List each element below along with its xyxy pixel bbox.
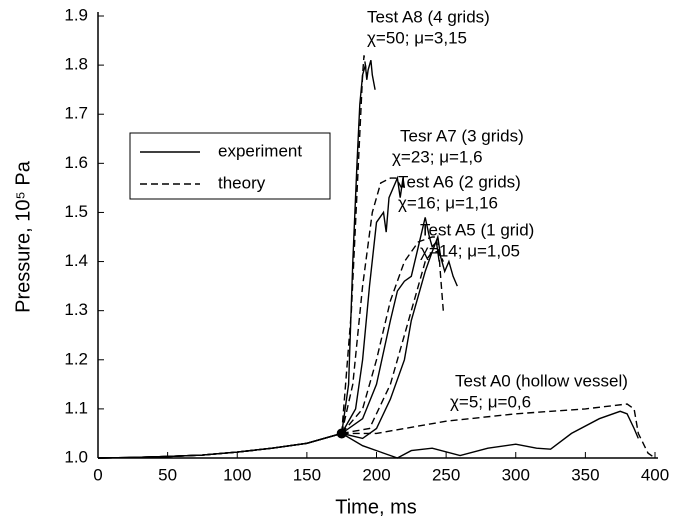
theory-line	[341, 236, 444, 434]
x-tick-label: 0	[93, 465, 102, 484]
y-tick-label: 1.1	[64, 398, 88, 417]
y-tick-label: 1.8	[64, 55, 88, 74]
y-tick-label: 1.3	[64, 300, 88, 319]
theory-line	[341, 55, 368, 434]
annotation-title: Test A8 (4 grids)	[367, 7, 490, 26]
annotation-title: Test A0 (hollow vessel)	[455, 371, 628, 390]
y-tick-label: 1.4	[64, 251, 88, 270]
x-tick-label: 250	[432, 465, 460, 484]
annotation-title: Test A6 (2 grids)	[398, 172, 521, 191]
x-tick-label: 50	[158, 465, 177, 484]
theory-line	[341, 403, 656, 459]
experiment-line	[97, 217, 440, 459]
annotation-params: χ=14; μ=1,05	[420, 241, 520, 260]
y-tick-label: 1.6	[64, 153, 88, 172]
legend-label: theory	[218, 173, 266, 192]
annotation-title: Tesr A7 (3 grids)	[400, 126, 524, 145]
y-tick-label: 1.9	[64, 5, 88, 24]
x-tick-label: 200	[362, 465, 390, 484]
theory-line	[341, 251, 444, 435]
x-tick-label: 300	[502, 465, 530, 484]
marker-point	[336, 428, 347, 439]
y-tick-label: 1.0	[64, 447, 88, 466]
experiment-line	[97, 175, 406, 459]
annotation-title: Test A5 (1 grid)	[420, 220, 534, 239]
x-tick-label: 100	[223, 465, 251, 484]
annotation-params: χ=50; μ=3,15	[367, 28, 467, 47]
x-tick-label: 400	[641, 465, 669, 484]
x-tick-label: 350	[571, 465, 599, 484]
y-axis-label: Pressure, 10⁵ Pa	[12, 160, 34, 313]
x-tick-label: 150	[293, 465, 321, 484]
theory-line	[341, 177, 403, 434]
y-tick-label: 1.7	[64, 104, 88, 123]
x-axis-label: Time, ms	[335, 496, 416, 518]
annotation-params: χ=16; μ=1,16	[398, 193, 498, 212]
experiment-line	[97, 410, 639, 459]
experiment-line	[97, 234, 458, 459]
annotation-params: χ=23; μ=1,6	[392, 147, 483, 166]
legend-label: experiment	[218, 141, 302, 160]
legend-box	[129, 132, 331, 200]
experiment-line	[97, 60, 376, 459]
annotation-params: χ=5; μ=0,6	[450, 392, 531, 411]
y-tick-label: 1.5	[64, 202, 88, 221]
y-tick-label: 1.2	[64, 349, 88, 368]
